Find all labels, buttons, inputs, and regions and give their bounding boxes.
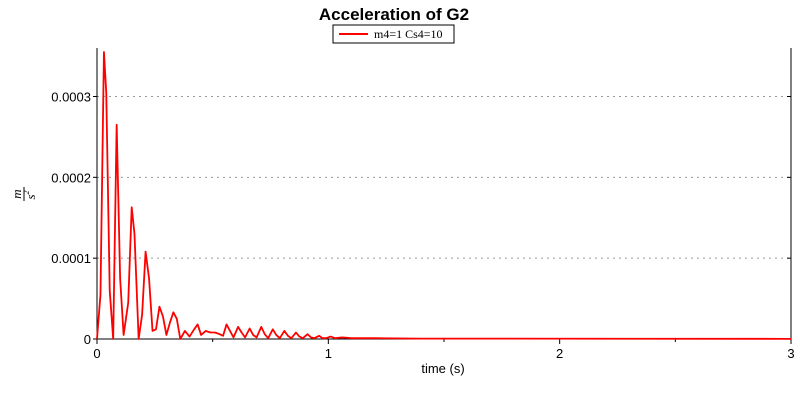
chart-title: Acceleration of G2	[319, 5, 469, 24]
legend-box	[332, 24, 455, 44]
legend-label: m4=1 Cs4=10	[374, 27, 443, 41]
y-axis-label: m s2	[9, 187, 38, 201]
legend: m4=1 Cs4=10	[332, 24, 455, 44]
x-axis-label: time (s)	[421, 361, 464, 376]
y-tick-label: 0	[84, 332, 91, 347]
x-tick-label: 3	[787, 346, 794, 361]
grid	[97, 96, 791, 259]
y-axis-label-denominator: s2	[22, 190, 38, 199]
x-tick-label: 2	[556, 346, 563, 361]
axes	[96, 48, 792, 340]
ticks: 0 0.0001 0.0002 0.0003 0 1 2 3	[51, 90, 794, 362]
y-tick-label: 0.0003	[51, 90, 91, 105]
x-tick-label: 1	[325, 346, 332, 361]
y-tick-label: 0.0002	[51, 170, 91, 185]
y-axis-label-numerator: m	[9, 189, 24, 198]
series-layer	[96, 51, 792, 340]
series-line	[96, 51, 792, 340]
y-tick-label: 0.0001	[51, 251, 91, 266]
x-tick-label: 0	[93, 346, 100, 361]
